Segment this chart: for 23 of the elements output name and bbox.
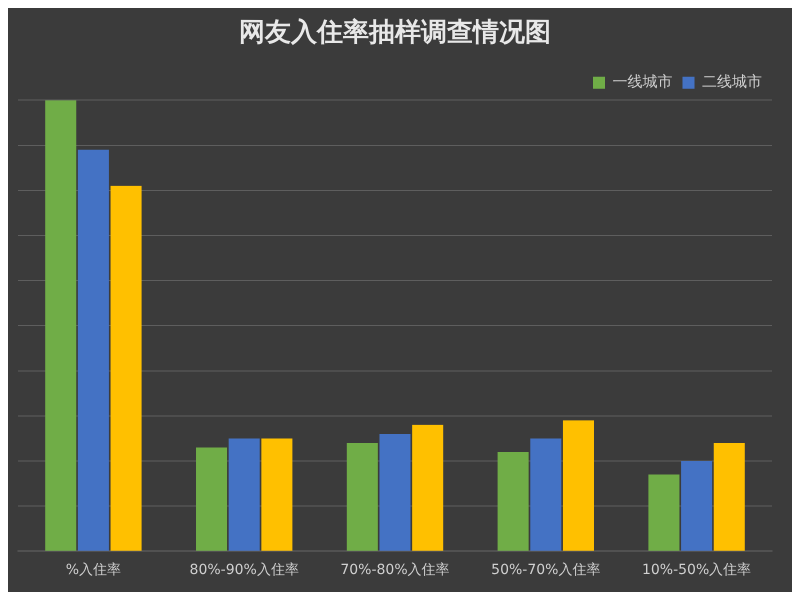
bar: [78, 150, 109, 551]
legend-label: 一线城市: [612, 72, 672, 91]
bar: [412, 424, 444, 551]
x-tick-label: 10%-50%入住率: [642, 562, 752, 578]
legend-label: 二线城市: [702, 72, 762, 91]
bar: [196, 447, 228, 551]
bar: [346, 442, 378, 551]
bar: [530, 438, 562, 551]
bar: [498, 452, 529, 551]
bar: [562, 420, 594, 551]
x-tick-label: 50%-70%入住率: [491, 562, 600, 578]
bar: [110, 186, 142, 551]
bar: [261, 438, 292, 551]
chart-title: 网友入住率抽样调查情况图: [239, 17, 551, 48]
bar: [648, 474, 680, 551]
x-tick-label: 80%-90%入住率: [190, 562, 299, 578]
x-tick-label: 70%-80%入住率: [340, 562, 450, 578]
bar: [714, 442, 745, 551]
bar: [681, 461, 712, 551]
bar: [228, 438, 260, 551]
x-tick-label: %入住率: [66, 562, 122, 578]
bar: [45, 100, 76, 551]
bar: [379, 434, 411, 551]
